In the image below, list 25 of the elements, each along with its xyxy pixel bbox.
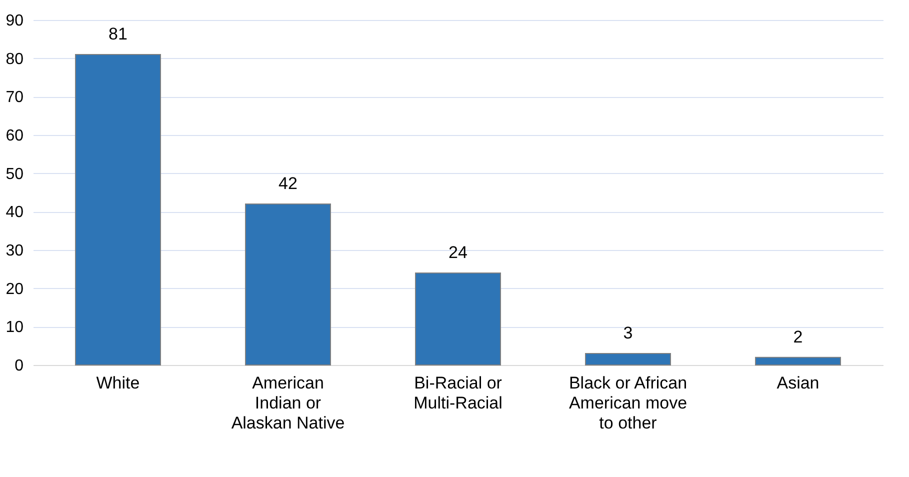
y-tick-label: 70 (6, 89, 24, 106)
data-label: 81 (108, 24, 128, 44)
y-tick-label: 20 (6, 280, 24, 298)
y-tick-label: 40 (6, 204, 24, 222)
data-label: 42 (278, 174, 298, 193)
data-label: 3 (623, 324, 633, 342)
x-tick-label: American Indian or Alaskan Native (231, 374, 345, 432)
bar (75, 54, 161, 366)
x-tick-label: Asian (776, 374, 820, 392)
bar (755, 356, 841, 366)
x-tick-label: Bi-Racial or Multi-Racial (414, 374, 502, 412)
y-tick-label: 30 (6, 242, 24, 260)
y-tick-label: 80 (6, 50, 24, 68)
y-tick-label: 50 (6, 166, 24, 183)
bar (245, 204, 331, 366)
data-label: 24 (448, 243, 468, 262)
bar (585, 353, 671, 366)
y-tick-label: 10 (6, 319, 24, 336)
x-tick-label: White (96, 374, 140, 392)
y-tick-label: 60 (6, 128, 24, 144)
y-tick-label: 90 (6, 12, 24, 30)
y-tick-label: 0 (14, 358, 24, 374)
bar (415, 272, 501, 366)
data-label: 2 (793, 327, 803, 346)
x-tick-label: Black or African American move to other (568, 374, 688, 432)
